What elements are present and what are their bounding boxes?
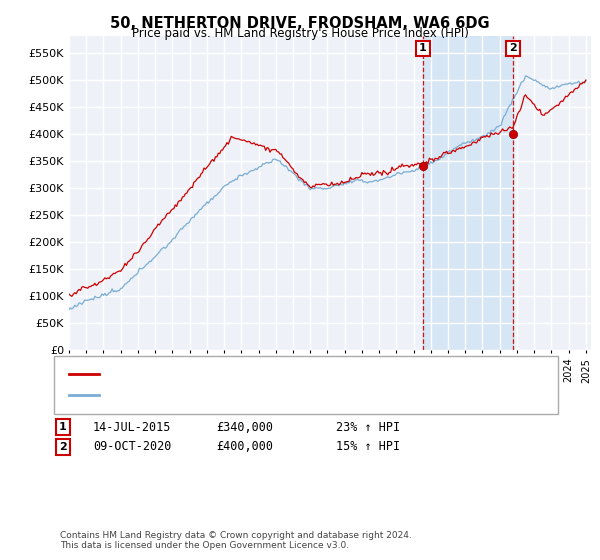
Text: £400,000: £400,000 bbox=[216, 440, 273, 454]
Text: 23% ↑ HPI: 23% ↑ HPI bbox=[336, 421, 400, 434]
Text: Contains HM Land Registry data © Crown copyright and database right 2024.
This d: Contains HM Land Registry data © Crown c… bbox=[60, 530, 412, 550]
Text: 1: 1 bbox=[419, 43, 427, 53]
Text: 14-JUL-2015: 14-JUL-2015 bbox=[93, 421, 172, 434]
Bar bbox=[423, 36, 513, 350]
Text: 2: 2 bbox=[59, 442, 67, 452]
Text: 2: 2 bbox=[509, 43, 517, 53]
Text: Price paid vs. HM Land Registry's House Price Index (HPI): Price paid vs. HM Land Registry's House … bbox=[131, 27, 469, 40]
Text: £340,000: £340,000 bbox=[216, 421, 273, 434]
Text: HPI: Average price, detached house, Cheshire West and Chester: HPI: Average price, detached house, Ches… bbox=[105, 390, 440, 400]
Text: 50, NETHERTON DRIVE, FRODSHAM, WA6 6DG: 50, NETHERTON DRIVE, FRODSHAM, WA6 6DG bbox=[110, 16, 490, 31]
Text: 1: 1 bbox=[59, 422, 67, 432]
Text: 50, NETHERTON DRIVE, FRODSHAM, WA6 6DG (detached house): 50, NETHERTON DRIVE, FRODSHAM, WA6 6DG (… bbox=[105, 368, 440, 379]
Text: 15% ↑ HPI: 15% ↑ HPI bbox=[336, 440, 400, 454]
Text: 09-OCT-2020: 09-OCT-2020 bbox=[93, 440, 172, 454]
